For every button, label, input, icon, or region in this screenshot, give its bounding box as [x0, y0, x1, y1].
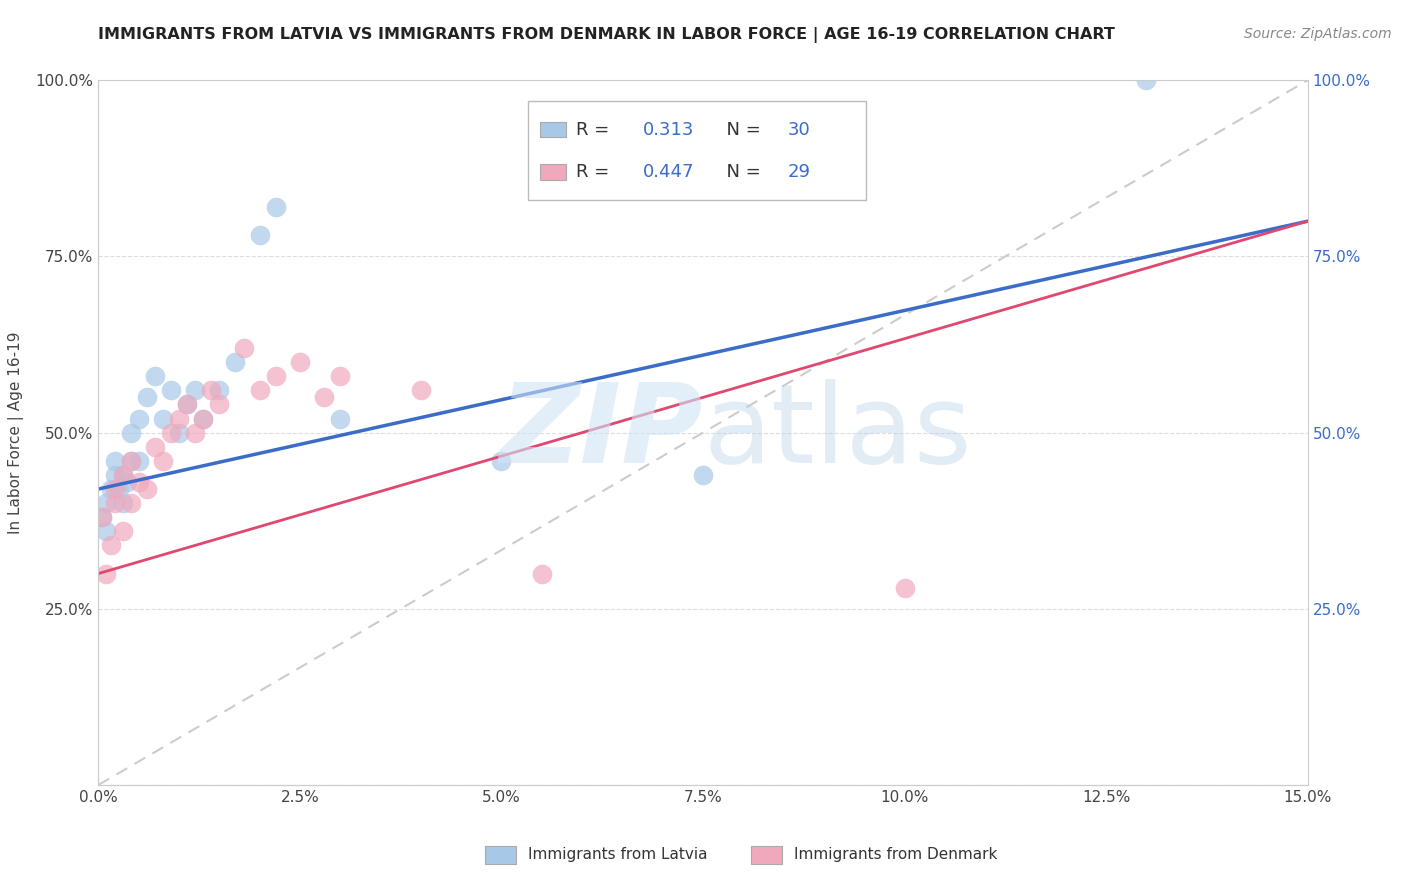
Point [111, 496, 134, 510]
Text: Immigrants from Denmark: Immigrants from Denmark [793, 847, 997, 863]
Point [100, 482, 122, 496]
Y-axis label: In Labor Force | Age 16-19: In Labor Force | Age 16-19 [8, 331, 24, 534]
Point [160, 425, 183, 440]
Point [160, 384, 183, 398]
Point [264, 369, 287, 384]
Point [91, 510, 114, 524]
Point [152, 454, 174, 468]
Point [208, 384, 231, 398]
Point [224, 355, 246, 369]
Point [91, 510, 114, 524]
Point [128, 475, 150, 489]
Point [100, 538, 122, 552]
Point [314, 391, 336, 405]
Point [107, 482, 129, 496]
Point [176, 397, 198, 411]
Text: N =: N = [716, 120, 766, 138]
FancyBboxPatch shape [751, 847, 782, 863]
Point [111, 467, 134, 482]
Text: Immigrants from Latvia: Immigrants from Latvia [527, 847, 707, 863]
Text: atlas: atlas [703, 379, 972, 486]
Point [264, 200, 287, 214]
Text: 0.313: 0.313 [643, 120, 695, 138]
Point [135, 391, 157, 405]
Point [115, 475, 138, 489]
FancyBboxPatch shape [527, 102, 866, 200]
Point [143, 369, 166, 384]
Text: ZIP: ZIP [499, 379, 703, 486]
Text: 29: 29 [787, 163, 811, 181]
Point [184, 425, 207, 440]
Point [120, 496, 142, 510]
Point [329, 369, 352, 384]
Point [288, 355, 311, 369]
FancyBboxPatch shape [485, 847, 516, 863]
Point [120, 425, 142, 440]
Point [200, 384, 222, 398]
FancyBboxPatch shape [540, 122, 567, 137]
FancyBboxPatch shape [540, 164, 567, 179]
Point [120, 454, 142, 468]
Point [491, 454, 513, 468]
Text: R =: R = [576, 163, 614, 181]
Point [103, 482, 125, 496]
Point [103, 454, 125, 468]
Point [249, 384, 271, 398]
Point [184, 384, 207, 398]
Point [103, 467, 125, 482]
Point [193, 411, 215, 425]
Point [232, 341, 254, 355]
Point [1135, 73, 1157, 87]
Text: IMMIGRANTS FROM LATVIA VS IMMIGRANTS FROM DENMARK IN LABOR FORCE | AGE 16-19 COR: IMMIGRANTS FROM LATVIA VS IMMIGRANTS FRO… [98, 27, 1115, 43]
Point [152, 411, 174, 425]
Point [167, 411, 190, 425]
Point [135, 482, 157, 496]
Point [176, 397, 198, 411]
Point [96, 566, 118, 581]
Point [530, 566, 553, 581]
Point [167, 425, 190, 440]
Point [208, 397, 231, 411]
Point [103, 496, 125, 510]
Point [111, 467, 134, 482]
Point [193, 411, 215, 425]
Point [128, 454, 150, 468]
Point [96, 524, 118, 539]
Point [692, 467, 714, 482]
Text: Source: ZipAtlas.com: Source: ZipAtlas.com [1244, 27, 1392, 41]
Text: R =: R = [576, 120, 614, 138]
Point [111, 524, 134, 539]
Point [128, 411, 150, 425]
Point [96, 496, 118, 510]
Point [143, 440, 166, 454]
Point [329, 411, 352, 425]
Text: 30: 30 [787, 120, 810, 138]
Text: 0.447: 0.447 [643, 163, 695, 181]
Point [249, 228, 271, 243]
Point [120, 454, 142, 468]
Point [893, 581, 915, 595]
Point [409, 384, 432, 398]
Text: N =: N = [716, 163, 766, 181]
